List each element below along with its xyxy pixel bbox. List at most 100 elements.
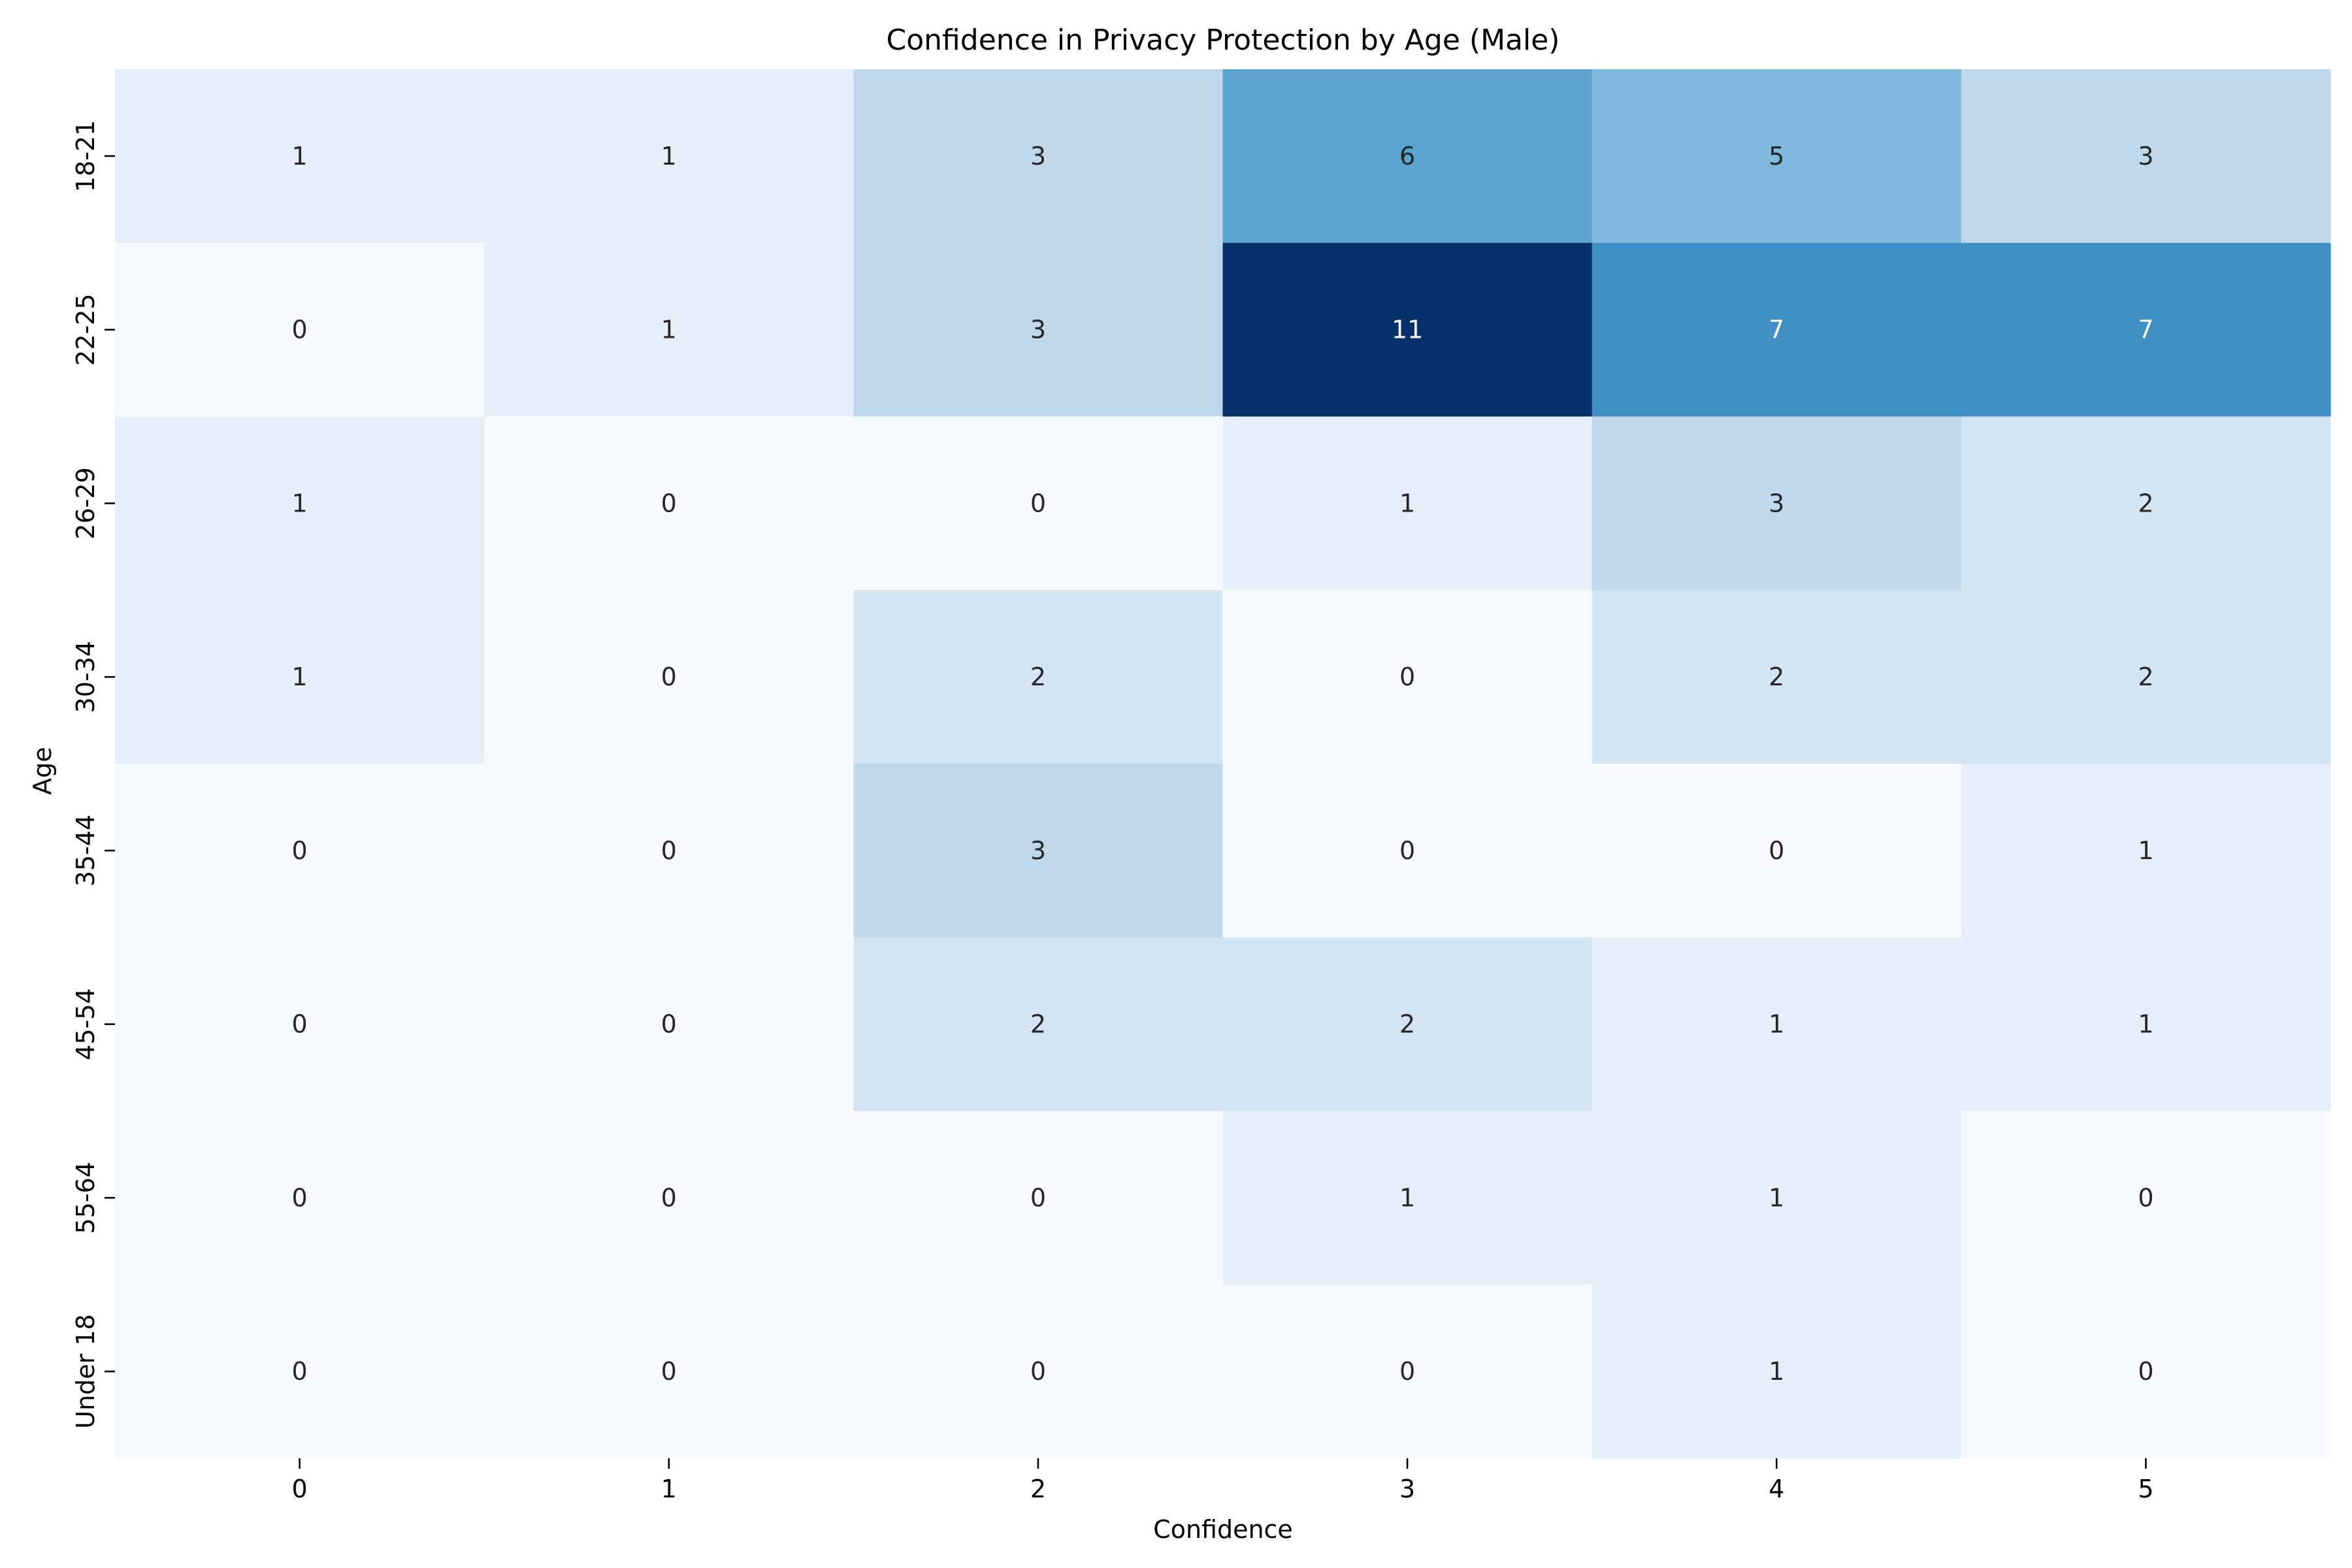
heatmap-cell [484,590,854,764]
cell-value-label: 7 [2138,316,2153,344]
heatmap-cell [1961,937,2331,1112]
cell-value-label: 2 [1399,1010,1415,1039]
cell-value-label: 1 [661,142,677,171]
heatmap-cell [1961,1284,2331,1459]
cell-value-label: 0 [661,836,677,865]
cell-value-label: 1 [2138,836,2153,865]
heatmap-cell [1592,1111,1962,1285]
cell-value-label: 0 [1769,836,1784,865]
cell-value-label: 1 [1399,1183,1415,1212]
cell-value-label: 1 [1769,1010,1784,1039]
heatmap-cell [853,764,1224,938]
y-tick-label: 30-34 [71,641,100,713]
heatmap-cell [115,1284,485,1459]
cell-value-label: 2 [2138,662,2153,691]
heatmap-cell [1592,1284,1962,1459]
cell-value-label: 1 [2138,1010,2153,1039]
heatmap-cell [1961,1111,2331,1285]
cell-value-label: 11 [1392,316,1423,344]
x-tick-label: 4 [1769,1475,1784,1503]
cell-value-label: 0 [1399,662,1415,691]
heatmap-cell [1592,764,1962,938]
heatmap-cell [115,764,485,938]
heatmap-cell [1222,416,1593,591]
heatmap-cell [115,1111,485,1285]
cell-value-label: 7 [1769,316,1784,344]
cell-value-label: 1 [1399,489,1415,517]
heatmap-cell [1961,69,2331,244]
y-tick-label: Under 18 [71,1314,100,1428]
heatmap-cell [853,590,1224,764]
y-axis-ticks: 18-21 22-25 26-29 30-34 35-44 45-54 55-64 Under… [71,120,115,1429]
heatmap-cell [1222,1284,1593,1459]
heatmap-cell [1592,69,1962,244]
heatmap-cell [115,590,485,764]
heatmap-cell [1222,764,1593,938]
cell-value-label: 0 [1399,1357,1415,1386]
heatmap-cell [853,1111,1224,1285]
heatmap-cell [853,242,1224,417]
cell-value-label: 3 [1769,489,1784,517]
cell-value-label: 1 [1769,1183,1784,1212]
y-tick-label: 55-64 [71,1162,100,1233]
cell-value-label: 3 [1030,142,1046,171]
cell-value-label: 1 [1769,1357,1784,1386]
cell-annotations: 1 1 3 6 5 30 1 3 11 7 71 0 0 1 3 21 0 2 0 2 20 0 3 0 0 10 0 2 2 1 10 0 0… [291,142,2153,1386]
heatmap-cell [853,69,1224,244]
y-tick-label: 45-54 [71,988,100,1060]
heatmap-cell [1222,937,1593,1112]
heatmap-cell [853,416,1224,591]
cell-value-label: 0 [1399,836,1415,865]
heatmap-cell [1222,242,1593,417]
cell-value-label: 0 [661,1183,677,1212]
y-axis-label: Age [28,747,57,795]
heatmap-cell [853,937,1224,1112]
heatmap-cell [1222,590,1593,764]
cell-value-label: 5 [1769,142,1784,171]
heatmap-cell [484,242,854,417]
heatmap-cell [484,937,854,1112]
chart-title: Confidence in Privacy Protection by Age … [887,24,1560,57]
cell-value-label: 1 [291,142,307,171]
cell-value-label: 0 [291,1183,307,1212]
heatmap-cell [1222,1111,1593,1285]
heatmap-cell [484,416,854,591]
cell-value-label: 0 [661,489,677,517]
cell-value-label: 2 [2138,489,2153,517]
cell-value-label: 0 [291,316,307,344]
heatmap-cells [115,69,2331,1459]
cell-value-label: 0 [661,1357,677,1386]
x-tick-label: 0 [291,1475,307,1503]
heatmap-cell [1961,764,2331,938]
cell-value-label: 0 [1030,1183,1046,1212]
heatmap-cell [1592,416,1962,591]
cell-value-label: 1 [291,489,307,517]
cell-value-label: 2 [1030,1010,1046,1039]
x-tick-label: 2 [1030,1475,1046,1503]
cell-value-label: 3 [1030,316,1046,344]
cell-value-label: 2 [1030,662,1046,691]
heatmap-cell [484,1111,854,1285]
heatmap-cell [115,416,485,591]
cell-value-label: 0 [291,1010,307,1039]
heatmap-cell [1961,590,2331,764]
heatmap-cell [115,242,485,417]
cell-value-label: 1 [291,662,307,691]
x-tick-label: 1 [661,1475,677,1503]
x-axis-label: Confidence [1153,1515,1293,1544]
heatmap-cell [1592,590,1962,764]
cell-value-label: 0 [2138,1183,2153,1212]
cell-value-label: 0 [1030,489,1046,517]
cell-value-label: 0 [661,1010,677,1039]
heatmap-cell [484,1284,854,1459]
y-tick-label: 18-21 [71,120,100,192]
heatmap-cell [1592,937,1962,1112]
cell-value-label: 0 [291,1357,307,1386]
cell-value-label: 0 [1030,1357,1046,1386]
cell-value-label: 6 [1399,142,1415,171]
heatmap-cell [484,764,854,938]
cell-value-label: 3 [2138,142,2153,171]
heatmap-cell [1961,416,2331,591]
y-tick-label: 35-44 [71,815,100,887]
